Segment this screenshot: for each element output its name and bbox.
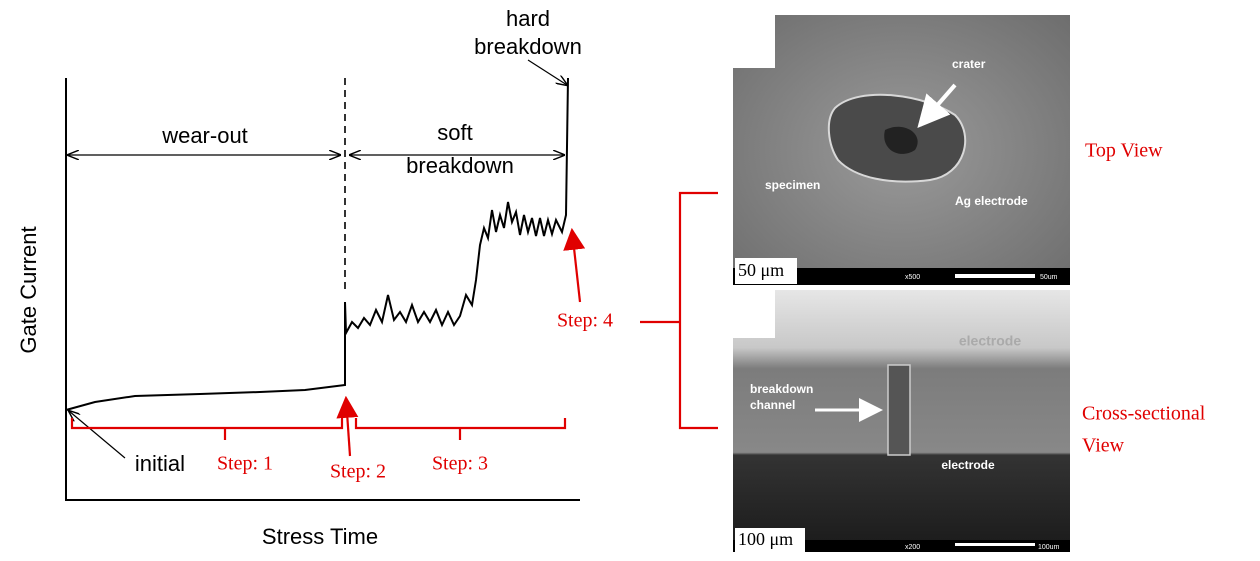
region-label: initial: [135, 451, 185, 476]
image-label: electrode: [959, 333, 1021, 349]
step-label: Step: 2: [330, 461, 386, 483]
image-label: Ag electrode: [955, 194, 1028, 208]
image-label: breakdown: [750, 382, 813, 396]
caption: Cross-sectional: [1082, 403, 1206, 425]
region-label: soft: [437, 120, 472, 145]
region-label: wear-out: [161, 123, 248, 148]
caption: Top View: [1085, 140, 1163, 162]
scale-label: 100 μm: [738, 529, 793, 549]
figure: Gate Current Stress Time wear-out soft b…: [0, 0, 1260, 556]
image-label: channel: [750, 398, 795, 412]
region-label: hard: [506, 6, 550, 31]
current-curve: [66, 78, 568, 410]
caption: View: [1082, 435, 1125, 457]
x-axis-label: Stress Time: [262, 524, 378, 549]
bar-info: 100um: [1038, 544, 1060, 551]
region-label: breakdown: [406, 153, 514, 178]
step-label: Step: 3: [432, 453, 488, 475]
image-label: crater: [952, 57, 986, 71]
scale-label: 50 μm: [738, 260, 784, 280]
top-image: crater specimen Ag electrode 50 μm x500 …: [733, 15, 1070, 285]
step-label: Step: 4: [557, 310, 613, 332]
step-brackets: [72, 193, 718, 456]
cross-image: electrode breakdown channel electrode 10…: [733, 290, 1070, 552]
y-axis-label: Gate Current: [16, 226, 41, 353]
axes: [66, 78, 580, 500]
step-label: Step: 1: [217, 453, 273, 475]
image-label: electrode: [941, 458, 995, 472]
region-label: breakdown: [474, 34, 582, 59]
bar-info: 50um: [1040, 274, 1058, 281]
region-arrows: [68, 60, 567, 458]
bar-info: x500: [905, 274, 920, 281]
bar-info: x200: [905, 544, 920, 551]
image-label: specimen: [765, 178, 820, 192]
